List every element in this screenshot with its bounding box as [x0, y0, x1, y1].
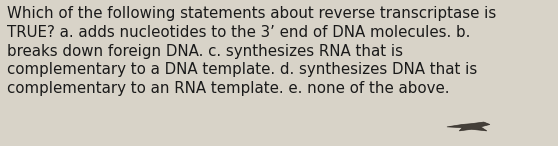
- PathPatch shape: [447, 122, 490, 131]
- Text: Which of the following statements about reverse transcriptase is
TRUE? a. adds n: Which of the following statements about …: [7, 6, 497, 96]
